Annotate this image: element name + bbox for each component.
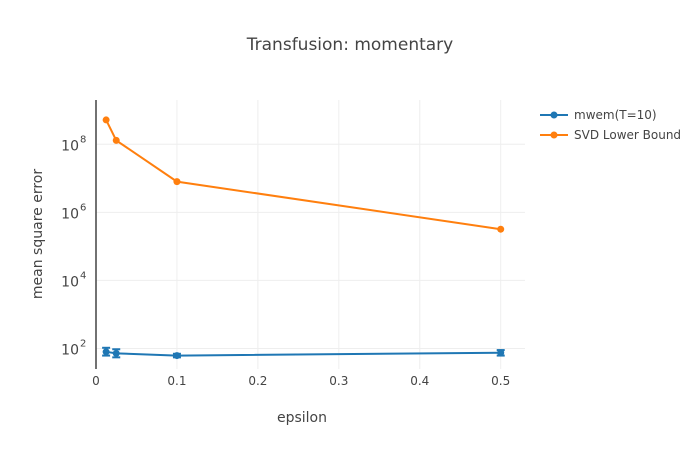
x-tick-label: 0.2 — [248, 374, 267, 388]
grid-layer — [96, 100, 525, 369]
data-point — [102, 116, 110, 124]
data-point — [497, 349, 505, 357]
legend-label: mwem(T=10) — [574, 108, 657, 122]
legend-item[interactable]: SVD Lower Bound — [540, 128, 681, 142]
y-tick-label: 10 — [61, 206, 79, 222]
x-tick-label: 0.3 — [329, 374, 348, 388]
data-point — [173, 352, 181, 360]
y-tick-exponent: 8 — [80, 134, 86, 145]
data-point — [173, 178, 181, 186]
series-0 — [102, 346, 505, 360]
data-point — [112, 136, 120, 144]
x-tick-label: 0 — [92, 374, 100, 388]
y-axis-title: mean square error — [30, 169, 46, 299]
y-tick-exponent: 2 — [80, 339, 86, 350]
y-tick-exponent: 4 — [80, 270, 86, 281]
series-line — [105, 119, 501, 231]
series-1 — [102, 116, 505, 233]
data-point — [112, 349, 120, 357]
x-axis-title: epsilon — [277, 410, 327, 426]
y-tick-label: 10 — [61, 138, 79, 154]
x-tick-label: 0.1 — [167, 374, 186, 388]
chart-title: Transfusion: momentary — [246, 35, 453, 55]
series-line — [105, 350, 501, 357]
y-tick-label: 10 — [61, 343, 79, 359]
legend-swatch-marker — [550, 111, 558, 119]
legend-label: SVD Lower Bound — [574, 128, 681, 142]
legend[interactable]: mwem(T=10) SVD Lower Bound — [540, 108, 681, 142]
y-tick-exponent: 6 — [80, 202, 86, 213]
legend-item[interactable]: mwem(T=10) — [540, 108, 657, 122]
data-point — [497, 225, 505, 233]
x-tick-label: 0.5 — [491, 374, 510, 388]
x-tick-label: 0.4 — [410, 374, 429, 388]
y-tick-label: 10 — [61, 274, 79, 290]
series-layer — [102, 116, 505, 360]
legend-swatch-marker — [550, 131, 558, 139]
data-point — [102, 348, 110, 356]
